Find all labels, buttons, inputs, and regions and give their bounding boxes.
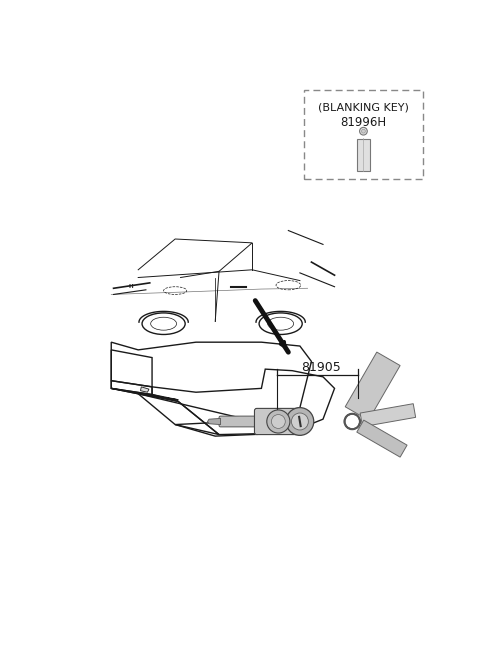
Bar	[357, 139, 370, 171]
Text: 81905: 81905	[301, 361, 341, 374]
FancyBboxPatch shape	[219, 416, 261, 427]
Circle shape	[286, 407, 314, 436]
Text: H: H	[128, 284, 133, 289]
Circle shape	[360, 127, 367, 135]
Polygon shape	[345, 352, 400, 420]
Polygon shape	[141, 387, 149, 392]
FancyBboxPatch shape	[254, 409, 304, 434]
Circle shape	[291, 413, 308, 430]
Bar	[304, 91, 423, 179]
Circle shape	[267, 410, 290, 433]
Polygon shape	[360, 403, 416, 426]
Text: 81996H: 81996H	[340, 116, 386, 129]
Circle shape	[271, 415, 285, 428]
Text: (BLANKING KEY): (BLANKING KEY)	[318, 102, 409, 112]
Polygon shape	[357, 420, 407, 457]
Circle shape	[361, 129, 365, 133]
Polygon shape	[207, 419, 221, 424]
